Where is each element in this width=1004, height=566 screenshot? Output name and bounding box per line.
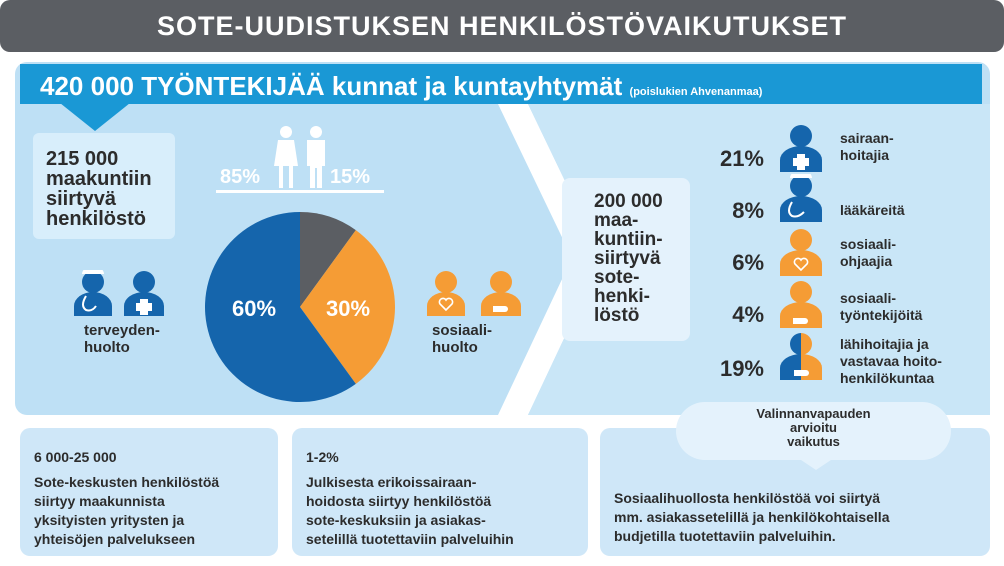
health-label-line: huolto [84,339,130,356]
gender-icons [274,126,325,188]
center-stat-text: 200 000 maa- kuntiin- siirtyvä sote- hen… [594,192,663,325]
center-stat-line: sote- [594,267,640,288]
social-label-line: huolto [432,339,478,356]
profession-label: sairaan- hoitajia [840,130,894,164]
profession-label-line: ohjaajia [840,253,893,269]
banner-text: 420 000 TYÖNTEKIJÄÄ kunnat ja kuntayhtym… [40,71,762,102]
pie-slice-health [205,212,356,402]
social-worker-icon [780,281,822,328]
health-icons [74,270,164,316]
bottom-box-heading: 6 000-25 000 [34,449,117,465]
social-counselor-icon [427,271,465,316]
profession-percent: 6% [732,250,764,275]
choice-text: Valinnanvapauden arvioitu vaikutus [676,407,951,449]
banner [20,64,982,104]
bottom-box-line: Sosiaalihuollosta henkilöstöä voi siirty… [614,490,881,506]
bottom-box-line: hoidosta siirtyy henkilöstöä [306,493,492,509]
bottom-box-heading: 1-2% [306,449,339,465]
bottom-box-line: Sote-keskusten henkilöstöä [34,474,220,490]
center-stat-line: siirtyvä [594,248,661,269]
profession-percent: 4% [732,302,764,327]
bottom-box-line: yhteisöjen palvelukseen [34,531,196,547]
left-stat-line: henkilöstö [46,208,147,230]
pie-slice-other [300,212,356,307]
doctor-icon [780,174,822,222]
profession-label-line: hoitajia [840,147,890,163]
profession-label: sosiaali- työntekijöitä [840,290,922,324]
pie-label-social: 30% [326,296,371,321]
bottom-box-line: Julkisesta erikoissairaan- [306,474,477,490]
bottom-box-2 [292,428,588,556]
profession-label: lähihoitajia ja vastavaa hoito- henkilök… [840,336,942,387]
choice-pointer [786,450,846,470]
women-percent: 85% [220,166,261,188]
bottom-box-3-text: Sosiaalihuollosta henkilöstöä voi siirty… [614,489,889,546]
health-label: terveyden- huolto [84,322,160,356]
bottom-box-line: budjetilla tuotettaviin palveluihin. [614,528,836,544]
man-icon [307,126,325,188]
bottom-box-line: sote-keskuksiin ja asiakas- [306,512,486,528]
doctor-icon [74,270,112,316]
profession-label-line: työntekijöitä [840,307,923,323]
profession-label-line: sairaan- [840,130,894,146]
profession-label: lääkäreitä [840,202,905,219]
nurse-icon [780,125,822,172]
center-stat-line: maa- [594,210,639,231]
page-title: SOTE-UUDISTUKSEN HENKILÖSTÖVAIKUTUKSET [0,0,1004,52]
profession-label-line: lääkäreitä [840,202,905,218]
center-stat-line: kuntiin- [594,229,663,250]
social-label: sosiaali- huolto [432,322,492,356]
gender-divider [216,190,384,193]
health-label-line: terveyden- [84,322,160,339]
social-counselor-icon [780,229,822,276]
choice-line: Valinnanvapauden [756,406,871,421]
profession-percent: 19% [719,356,764,381]
bottom-box-line: mm. asiakassetelillä ja henkilökohtaisel… [614,509,890,525]
bottom-box-1 [20,428,278,556]
left-stat-line: siirtyvä [46,188,117,210]
profession-label-line: sosiaali- [840,236,897,252]
banner-main: 420 000 TYÖNTEKIJÄÄ kunnat ja kuntayhtym… [40,71,623,101]
profession-label: sosiaali- ohjaajia [840,236,896,270]
pie-slice-social [300,230,395,384]
profession-label-line: lähihoitajia ja [840,336,929,352]
practical-nurse-icon [780,333,822,380]
profession-label-line: sosiaali- [840,290,897,306]
social-icons [427,271,521,316]
bottom-box-1-text: 6 000-25 000 Sote-keskusten henkilöstöä … [34,448,219,549]
bottom-box-line: setelillä tuotettaviin palveluihin [306,531,514,547]
men-percent: 15% [330,166,371,188]
center-stat-number: 200 000 [594,191,663,212]
profession-percent: 8% [732,198,764,223]
woman-icon [274,126,298,188]
left-stat-text: 215 000 maakuntiin siirtyvä henkilöstö [46,149,152,229]
choice-line: arvioitu [790,420,837,435]
profession-label-line: vastavaa hoito- [840,353,942,369]
banner-note: (poislukien Ahvenanmaa) [629,86,763,98]
profession-percent: 21% [719,146,764,171]
pie-label-health: 60% [232,296,277,321]
bottom-box-2-text: 1-2% Julkisesta erikoissairaan- hoidosta… [306,448,514,549]
center-stat-box [562,178,690,341]
social-label-line: sosiaali- [432,322,493,339]
profession-label-line: henkilökuntaa [840,370,935,386]
left-stat-box [33,133,175,239]
bottom-box-line: siirtyy maakunnista [34,493,165,509]
nurse-icon [124,271,164,316]
sector-pie-chart [205,212,395,402]
center-stat-line: henki- [594,286,650,307]
center-stat-line: löstö [594,305,640,326]
banner-pointer [60,103,130,131]
bottom-box-line: yksityisten yritysten ja [34,512,185,528]
social-worker-icon [481,271,521,316]
left-stat-number: 215 000 [46,148,119,170]
left-stat-line: maakuntiin [46,168,152,190]
choice-line: vaikutus [787,434,840,449]
